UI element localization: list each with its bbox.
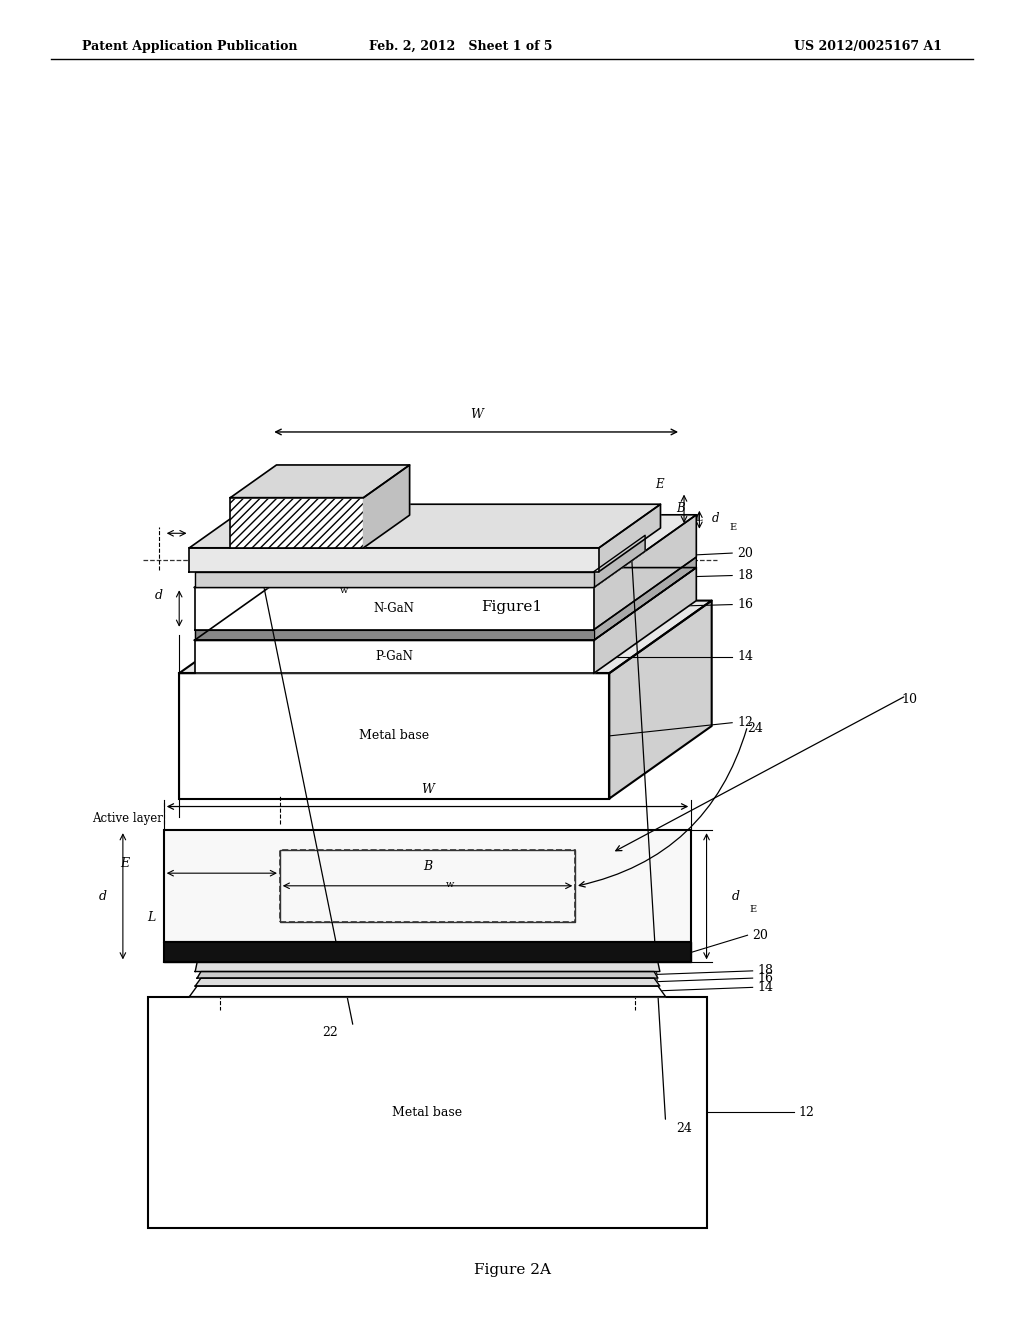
Text: Patent Application Publication: Patent Application Publication [82, 40, 297, 53]
Polygon shape [195, 587, 594, 630]
Text: 20: 20 [737, 546, 754, 560]
Polygon shape [195, 572, 594, 587]
Polygon shape [364, 465, 410, 548]
Polygon shape [594, 515, 696, 630]
Bar [280, 850, 575, 923]
Text: Metal base: Metal base [392, 1106, 463, 1118]
Text: W: W [421, 783, 434, 796]
Text: N-GaN: N-GaN [374, 602, 415, 615]
Text: B: B [319, 576, 328, 589]
Text: E: E [655, 478, 664, 491]
Polygon shape [230, 465, 410, 498]
Text: W: W [421, 944, 434, 957]
Text: B: B [676, 503, 684, 515]
Polygon shape [599, 504, 660, 572]
Bar [164, 830, 691, 942]
Polygon shape [164, 942, 691, 962]
Text: P-GaN: P-GaN [376, 651, 413, 663]
Polygon shape [189, 548, 599, 572]
Text: Feb. 2, 2012   Sheet 1 of 5: Feb. 2, 2012 Sheet 1 of 5 [369, 40, 553, 53]
Text: 16: 16 [737, 598, 754, 611]
Text: d: d [155, 589, 163, 602]
Text: L: L [147, 911, 156, 924]
Text: 18: 18 [737, 569, 754, 582]
Bar [230, 498, 364, 548]
Text: Active layer: Active layer [92, 812, 163, 825]
Bar [280, 850, 575, 923]
Polygon shape [594, 557, 696, 640]
Polygon shape [197, 972, 658, 978]
Polygon shape [189, 504, 660, 548]
Polygon shape [196, 962, 659, 972]
Text: 22: 22 [323, 1026, 338, 1039]
Text: US 2012/0025167 A1: US 2012/0025167 A1 [794, 40, 942, 53]
Text: W: W [470, 408, 482, 421]
Text: Figure 2A: Figure 2A [473, 1263, 551, 1276]
Polygon shape [195, 515, 696, 587]
Text: 20: 20 [753, 929, 769, 941]
Polygon shape [609, 601, 712, 799]
Bar [179, 673, 609, 799]
Text: 24: 24 [676, 1122, 692, 1135]
Text: d: d [712, 512, 719, 524]
Bar [148, 997, 707, 1228]
Text: 14: 14 [758, 981, 774, 994]
Polygon shape [195, 640, 594, 673]
Text: Metal base: Metal base [359, 730, 429, 742]
Polygon shape [195, 568, 696, 640]
Polygon shape [195, 630, 594, 640]
Polygon shape [594, 568, 696, 673]
Text: d: d [98, 890, 106, 903]
Text: w: w [446, 880, 455, 888]
Text: Figure1: Figure1 [481, 601, 543, 614]
Text: d: d [732, 890, 740, 903]
Polygon shape [196, 978, 659, 986]
Text: m: m [454, 964, 463, 972]
Text: B: B [423, 859, 432, 873]
Text: E: E [121, 858, 129, 870]
Text: E: E [729, 523, 736, 532]
Text: 14: 14 [737, 651, 754, 663]
Polygon shape [189, 986, 666, 997]
Text: 12: 12 [737, 717, 754, 729]
Text: 24: 24 [748, 722, 764, 735]
Text: 12: 12 [799, 1106, 815, 1118]
Text: w: w [340, 586, 348, 594]
Polygon shape [179, 601, 712, 673]
Text: L: L [695, 513, 701, 523]
Text: E: E [750, 906, 757, 913]
Polygon shape [594, 536, 645, 587]
Text: 16: 16 [758, 972, 774, 985]
Text: 10: 10 [901, 693, 918, 706]
Text: 18: 18 [758, 965, 774, 977]
